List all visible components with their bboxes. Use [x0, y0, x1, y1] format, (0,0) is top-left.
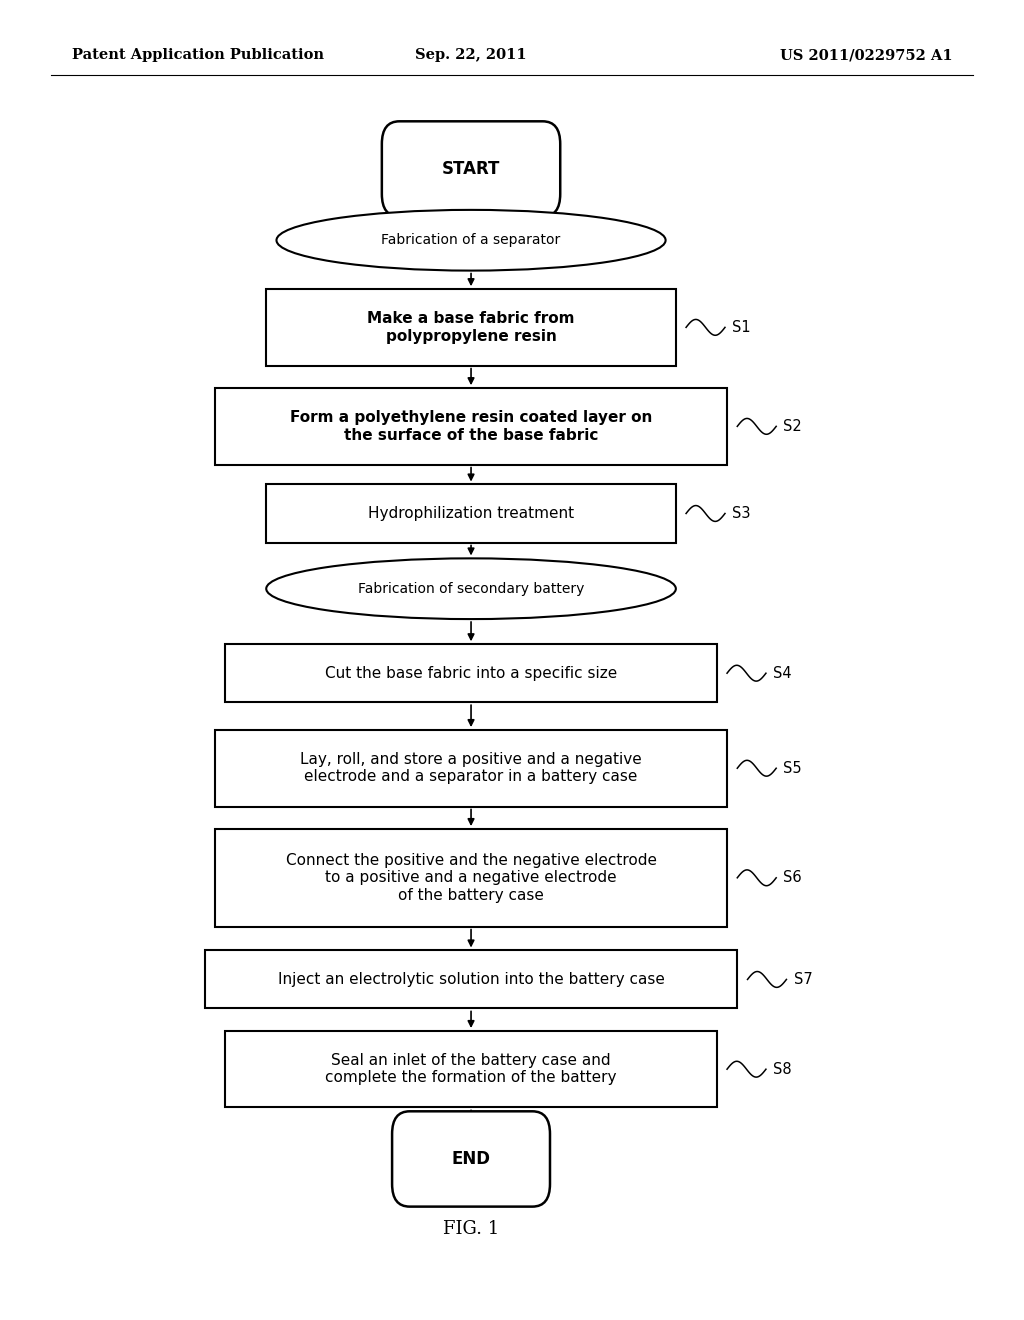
Text: S7: S7: [794, 972, 812, 987]
Text: Fabrication of a separator: Fabrication of a separator: [381, 234, 561, 247]
Text: Cut the base fabric into a specific size: Cut the base fabric into a specific size: [325, 665, 617, 681]
Bar: [225, 1031, 717, 1107]
Bar: [215, 829, 727, 927]
Text: S4: S4: [773, 665, 792, 681]
Text: S6: S6: [783, 870, 802, 886]
Bar: [205, 950, 737, 1008]
Bar: [266, 484, 676, 543]
Text: Fabrication of secondary battery: Fabrication of secondary battery: [357, 582, 585, 595]
Ellipse shape: [266, 558, 676, 619]
Text: US 2011/0229752 A1: US 2011/0229752 A1: [779, 49, 952, 62]
Ellipse shape: [276, 210, 666, 271]
Text: END: END: [452, 1150, 490, 1168]
Text: S2: S2: [783, 418, 802, 434]
Text: Make a base fabric from
polypropylene resin: Make a base fabric from polypropylene re…: [368, 312, 574, 343]
Text: FIG. 1: FIG. 1: [443, 1220, 499, 1238]
Text: S3: S3: [732, 506, 751, 521]
Bar: [215, 388, 727, 465]
Text: Hydrophilization treatment: Hydrophilization treatment: [368, 506, 574, 521]
Text: S8: S8: [773, 1061, 792, 1077]
FancyBboxPatch shape: [392, 1111, 550, 1206]
Text: S1: S1: [732, 319, 751, 335]
FancyBboxPatch shape: [382, 121, 560, 216]
Bar: [225, 644, 717, 702]
Bar: [215, 730, 727, 807]
Text: Patent Application Publication: Patent Application Publication: [72, 49, 324, 62]
Text: S5: S5: [783, 760, 802, 776]
Text: Sep. 22, 2011: Sep. 22, 2011: [415, 49, 527, 62]
Text: START: START: [441, 160, 501, 178]
Text: Seal an inlet of the battery case and
complete the formation of the battery: Seal an inlet of the battery case and co…: [326, 1053, 616, 1085]
Text: Lay, roll, and store a positive and a negative
electrode and a separator in a ba: Lay, roll, and store a positive and a ne…: [300, 752, 642, 784]
Bar: [266, 289, 676, 366]
Text: Form a polyethylene resin coated layer on
the surface of the base fabric: Form a polyethylene resin coated layer o…: [290, 411, 652, 442]
Text: Inject an electrolytic solution into the battery case: Inject an electrolytic solution into the…: [278, 972, 665, 987]
Text: Connect the positive and the negative electrode
to a positive and a negative ele: Connect the positive and the negative el…: [286, 853, 656, 903]
